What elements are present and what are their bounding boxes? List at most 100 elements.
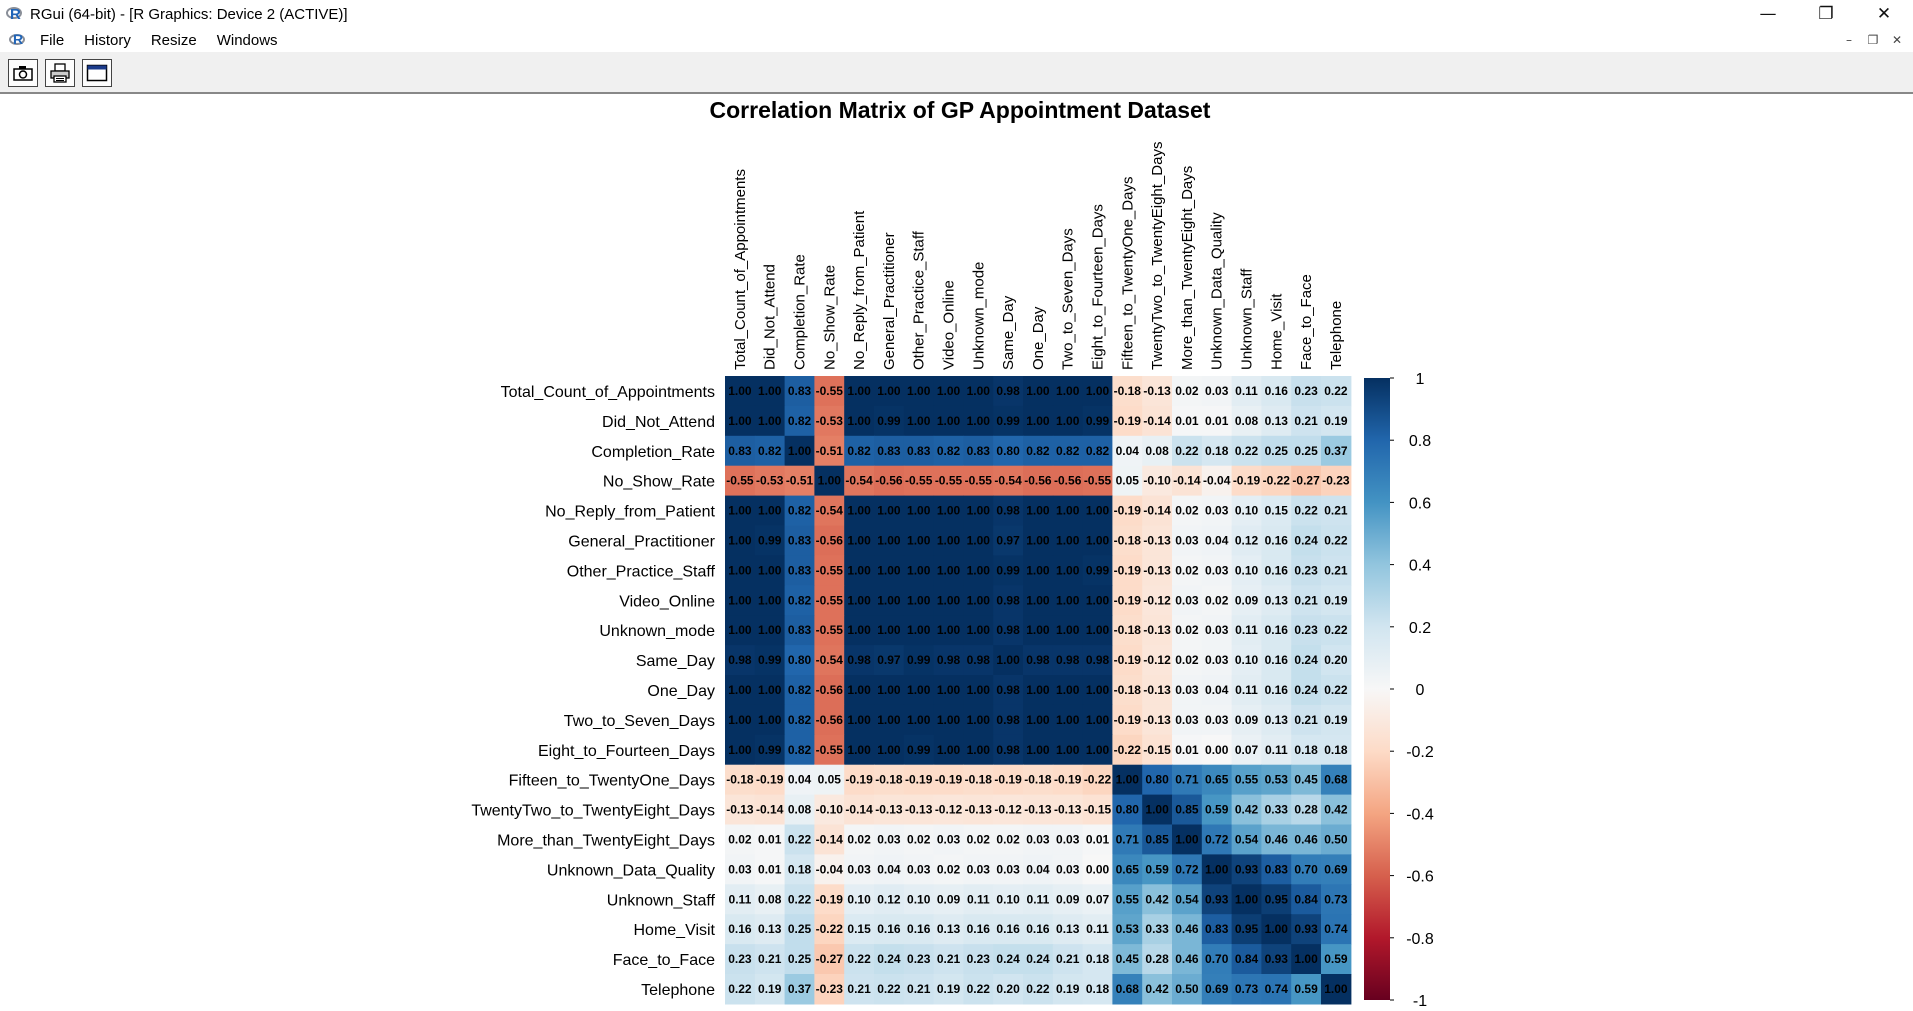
heatmap-cell xyxy=(1172,615,1203,646)
cell-value-label: 0.22 xyxy=(1324,533,1348,547)
heatmap-cell xyxy=(844,914,875,945)
cell-value-label: 0.98 xyxy=(996,743,1020,757)
heatmap-cell xyxy=(754,704,786,736)
cell-value-label: 0.08 xyxy=(1235,414,1259,428)
cell-value-label: 0.82 xyxy=(788,414,812,428)
heatmap-cell xyxy=(1321,824,1352,855)
heatmap-cell xyxy=(1261,914,1292,945)
restore-icon[interactable]: ❐ xyxy=(1818,4,1834,24)
heatmap-cell xyxy=(1291,435,1322,467)
minimize-icon[interactable]: — xyxy=(1759,4,1777,24)
cell-value-label: 1.00 xyxy=(907,533,931,547)
cell-value-label: 0.16 xyxy=(996,922,1020,936)
heatmap-cell xyxy=(1231,555,1262,586)
legend-tick-label: 1 xyxy=(1416,371,1425,388)
mdi-close-icon[interactable]: ✕ xyxy=(1891,33,1903,47)
mdi-minimize-icon[interactable]: – xyxy=(1846,33,1852,47)
heatmap-cell xyxy=(1291,376,1322,407)
cell-value-label: 0.22 xyxy=(1324,683,1348,697)
heatmap-cell xyxy=(1082,405,1113,437)
heatmap-cell xyxy=(1261,555,1292,586)
heatmap-cell xyxy=(1261,944,1292,975)
heatmap-cell xyxy=(1172,764,1203,796)
row-label: Completion_Rate xyxy=(591,444,715,461)
print-button[interactable] xyxy=(45,59,75,87)
cell-value-label: 0.99 xyxy=(758,533,782,547)
cell-value-label: 1.00 xyxy=(967,743,991,757)
heatmap-cell xyxy=(814,944,845,975)
heatmap-cell xyxy=(963,465,994,497)
heatmap-cell xyxy=(725,944,756,975)
cell-value-label: 0.21 xyxy=(1324,504,1348,518)
heatmap-cell xyxy=(1172,704,1203,736)
cell-value-label: 1.00 xyxy=(728,563,752,577)
heatmap-cell xyxy=(933,435,964,467)
cell-value-label: 0.65 xyxy=(1116,862,1140,876)
heatmap-cell xyxy=(1172,525,1203,556)
heatmap-cell xyxy=(1112,974,1143,1005)
cell-value-label: 0.18 xyxy=(1086,952,1110,966)
cell-value-label: 0.65 xyxy=(1205,773,1229,787)
cell-value-label: 0.42 xyxy=(1324,803,1348,817)
heatmap-cell xyxy=(1231,615,1262,646)
cell-value-label: 1.00 xyxy=(1086,623,1110,637)
heatmap-cell xyxy=(933,495,964,527)
cell-value-label: 0.20 xyxy=(1324,653,1348,667)
cell-value-label: 0.19 xyxy=(1324,713,1348,727)
heatmap-cell xyxy=(1142,465,1173,497)
heatmap-cell xyxy=(1321,944,1352,975)
heatmap-cell xyxy=(1172,854,1203,885)
heatmap-cell xyxy=(1261,435,1292,467)
heatmap-cell xyxy=(1112,525,1143,556)
menu-resize[interactable]: Resize xyxy=(150,31,197,49)
r-menu-icon[interactable]: R xyxy=(8,30,30,50)
cell-value-label: 0.19 xyxy=(1056,982,1080,996)
window-button[interactable] xyxy=(82,59,112,87)
cell-value-label: 1.00 xyxy=(907,414,931,428)
mdi-restore-icon[interactable]: ❐ xyxy=(1867,33,1879,47)
heatmap-cell xyxy=(1142,914,1173,945)
cell-value-label: 0.82 xyxy=(788,713,812,727)
heatmap-cell xyxy=(933,525,964,556)
heatmap-cell xyxy=(874,914,905,945)
cell-value-label: 1.00 xyxy=(1086,504,1110,518)
cell-value-label: 0.28 xyxy=(1145,952,1169,966)
cell-value-label: 0.82 xyxy=(1056,444,1080,458)
copy-metafile-button[interactable] xyxy=(8,59,38,87)
heatmap-cell xyxy=(993,615,1024,646)
cell-value-label: 0.33 xyxy=(1265,803,1289,817)
heatmap-cell xyxy=(784,734,815,766)
cell-value-label: -0.55 xyxy=(816,593,844,607)
cell-value-label: 0.11 xyxy=(1086,922,1109,936)
heatmap-cell xyxy=(903,974,935,1005)
cell-value-label: 0.99 xyxy=(877,414,901,428)
cell-value-label: 0.98 xyxy=(967,653,991,667)
heatmap-cell xyxy=(1142,645,1173,676)
cell-value-label: 0.15 xyxy=(1265,504,1289,518)
menu-windows[interactable]: Windows xyxy=(216,31,278,49)
heatmap-cell xyxy=(814,435,845,467)
cell-value-label: -0.13 xyxy=(1143,384,1171,398)
cell-value-label: 0.59 xyxy=(1324,952,1348,966)
heatmap-cell xyxy=(993,465,1024,497)
cell-value-label: 0.11 xyxy=(1235,384,1258,398)
cell-value-label: 0.69 xyxy=(1205,982,1229,996)
heatmap-cell xyxy=(1112,675,1143,706)
heatmap-cell xyxy=(1291,525,1322,556)
cell-value-label: 0.82 xyxy=(847,444,871,458)
close-icon[interactable]: ✕ xyxy=(1876,4,1892,24)
heatmap-cell xyxy=(844,944,875,975)
heatmap-cell xyxy=(725,824,756,855)
menu-history[interactable]: History xyxy=(84,31,131,49)
cell-value-label: 0.99 xyxy=(907,743,931,757)
cell-value-label: 0.09 xyxy=(1235,593,1259,607)
cell-value-label: 1.00 xyxy=(1056,563,1080,577)
cell-value-label: 0.03 xyxy=(907,862,931,876)
cell-value-label: 0.59 xyxy=(1145,862,1169,876)
menu-file[interactable]: File xyxy=(40,31,65,49)
cell-value-label: 0.10 xyxy=(1235,504,1259,518)
cell-value-label: 1.00 xyxy=(877,623,901,637)
cell-value-label: 1.00 xyxy=(1026,414,1050,428)
cell-value-label: 1.00 xyxy=(1026,713,1050,727)
cell-value-label: 0.82 xyxy=(788,683,812,697)
